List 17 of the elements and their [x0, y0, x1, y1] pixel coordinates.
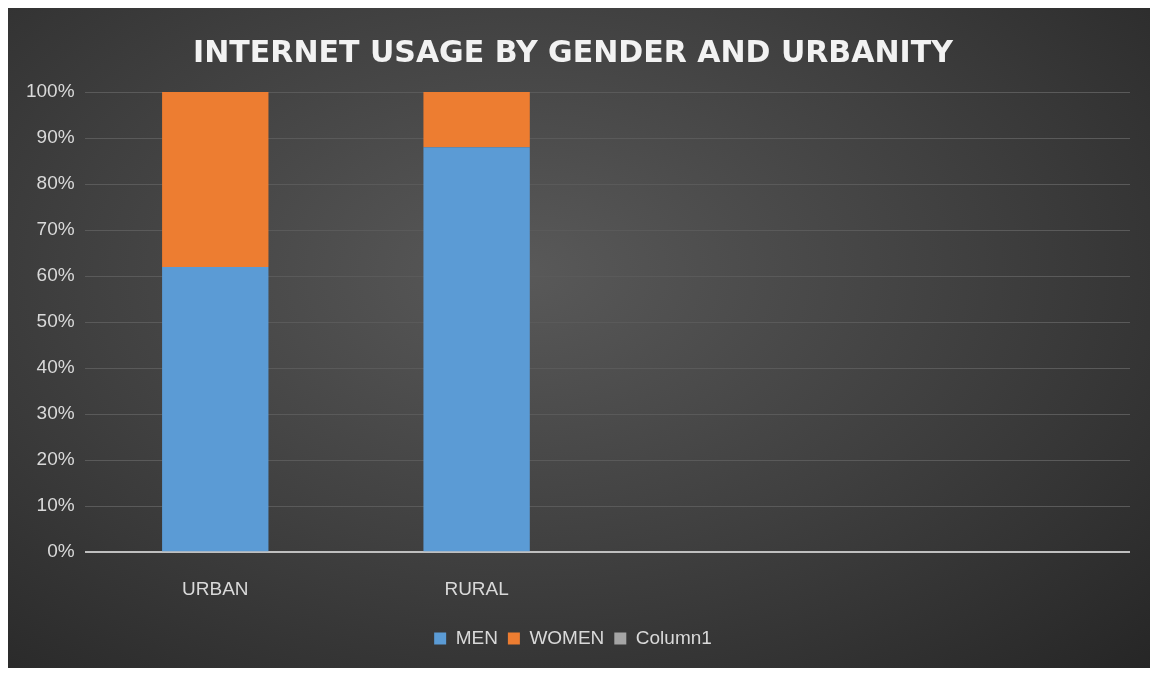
- x-tick-label: URBAN: [182, 577, 249, 599]
- y-tick-label: 80%: [36, 172, 75, 194]
- y-tick-label: 20%: [36, 448, 75, 470]
- y-tick-label: 40%: [36, 356, 75, 378]
- y-tick-label: 60%: [36, 264, 75, 286]
- legend-label: Column1: [635, 626, 712, 648]
- y-tick-label: 70%: [36, 218, 75, 240]
- legend-label: WOMEN: [529, 626, 605, 648]
- legend-label: MEN: [455, 626, 498, 648]
- y-tick-label: 50%: [36, 310, 75, 332]
- y-tick-label: 10%: [36, 494, 75, 516]
- y-tick-label: 90%: [36, 126, 75, 148]
- y-tick-label: 100%: [25, 80, 75, 102]
- y-tick-label: 0%: [47, 540, 75, 562]
- chart-title: INTERNET USAGE BY GENDER AND URBANITY: [193, 33, 955, 69]
- y-tick-label: 30%: [36, 402, 75, 424]
- x-tick-label: RURAL: [444, 577, 509, 599]
